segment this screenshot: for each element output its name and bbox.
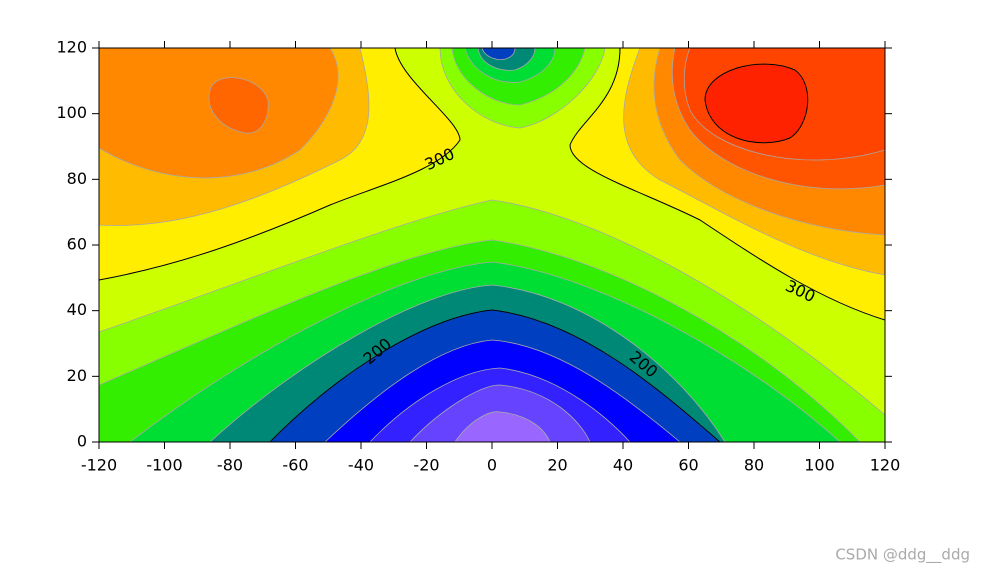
x-tick-label: 0 xyxy=(487,456,497,475)
y-tick-label: 80 xyxy=(67,169,87,188)
y-tick-label: 60 xyxy=(67,235,87,254)
x-tick-label: 40 xyxy=(613,456,633,475)
x-tick-label: -40 xyxy=(348,456,374,475)
x-tick-label: -20 xyxy=(413,456,439,475)
x-tick-label: 120 xyxy=(870,456,901,475)
contour-fill xyxy=(99,48,885,442)
x-tick-label: 60 xyxy=(678,456,698,475)
y-tick-label: 20 xyxy=(67,366,87,385)
y-tick-label: 120 xyxy=(56,38,87,57)
x-tick-label: 80 xyxy=(744,456,764,475)
x-tick-label: -60 xyxy=(282,456,308,475)
contour-line xyxy=(569,48,885,321)
y-tick-label: 100 xyxy=(56,103,87,122)
x-tick-label: 20 xyxy=(547,456,567,475)
x-tick-label: -120 xyxy=(81,456,117,475)
watermark: CSDN @ddg__ddg xyxy=(835,546,970,565)
contour-line xyxy=(704,63,809,144)
contour-line xyxy=(269,309,721,442)
x-tick-label: -80 xyxy=(217,456,243,475)
x-tick-label: 100 xyxy=(804,456,835,475)
y-tick-label: 0 xyxy=(77,432,87,451)
x-tick-label: -100 xyxy=(146,456,182,475)
y-tick-label: 40 xyxy=(67,300,87,319)
contour-line xyxy=(99,48,461,281)
